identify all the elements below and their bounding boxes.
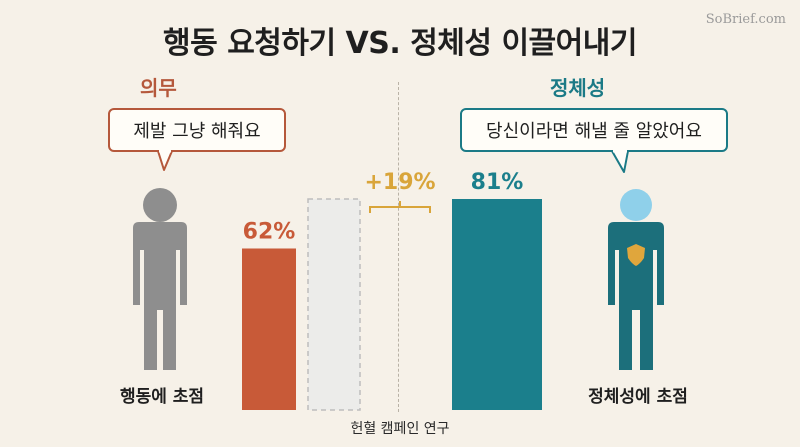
right-speech-bubble: 당신이라면 해낼 줄 알았어요 xyxy=(460,108,728,152)
difference-bracket xyxy=(369,206,431,213)
ghost-bar xyxy=(307,198,361,411)
left-label: 의무 xyxy=(140,76,177,100)
bar-action xyxy=(242,248,296,410)
footer-source: 헌혈 캠페인 연구 xyxy=(350,421,450,437)
center-divider xyxy=(398,82,399,412)
bar-action-label: 62% xyxy=(243,219,296,244)
page-title: 행동 요청하기 VS. 정체성 이끌어내기 xyxy=(163,26,637,61)
difference-label: +19% xyxy=(364,170,435,195)
bar-identity-label: 81% xyxy=(471,170,524,195)
left-speech-text: 제발 그냥 해줘요 xyxy=(133,121,261,142)
right-label: 정체성 xyxy=(550,76,606,100)
left-caption: 행동에 초점 xyxy=(119,387,205,407)
right-caption: 정체성에 초점 xyxy=(588,387,688,407)
right-speech-text: 당신이라면 해낼 줄 알았어요 xyxy=(486,121,702,142)
left-speech-bubble: 제발 그냥 해줘요 xyxy=(108,108,286,152)
bar-identity xyxy=(452,199,542,410)
watermark: SoBrief.com xyxy=(705,12,786,27)
badge-icon xyxy=(627,244,645,266)
